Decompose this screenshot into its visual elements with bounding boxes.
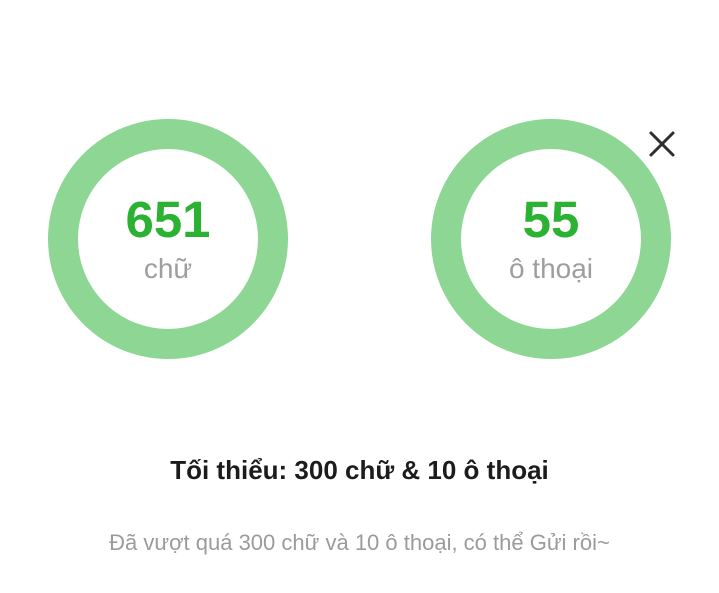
- word-counter-ring: 651 chữ: [48, 119, 288, 359]
- word-count-label: chữ: [143, 253, 193, 284]
- dialog-count-label: ô thoại: [508, 253, 594, 284]
- dialog-count-value: 55: [522, 191, 580, 248]
- minimum-requirement-text: Tối thiểu: 300 chữ & 10 ô thoại: [170, 455, 549, 485]
- dialog-counter-ring: 55 ô thoại: [431, 119, 671, 359]
- close-button[interactable]: [645, 127, 679, 161]
- counters-row: 651 chữ 55 ô thoại: [0, 119, 719, 359]
- close-icon: [647, 129, 677, 159]
- requirement-status-text: Đã vượt quá 300 chữ và 10 ô thoại, có th…: [109, 530, 610, 555]
- word-count-value: 651: [125, 191, 211, 248]
